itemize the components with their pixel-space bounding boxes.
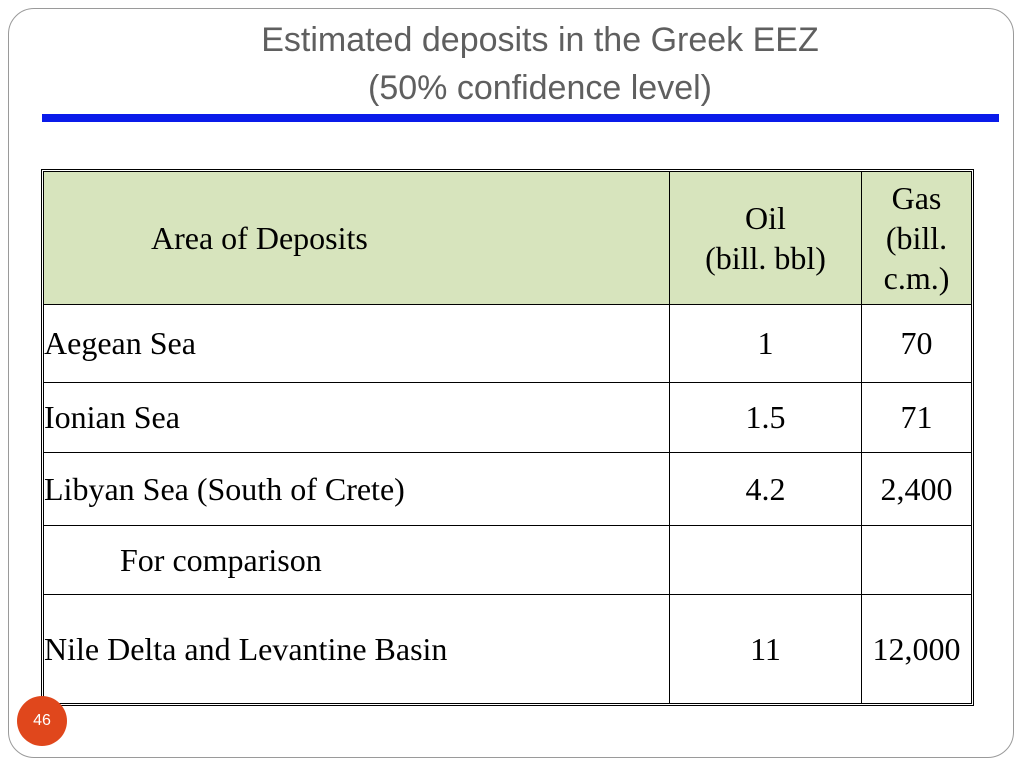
slide-title-line-2: (50% confidence level): [368, 69, 712, 107]
table-header-row: Area of Deposits Oil (bill. bbl) Gas (bi…: [44, 172, 971, 305]
cell-oil: 1: [669, 304, 862, 383]
table-row-libyan-sea: Libyan Sea (South of Crete) 4.2 2,400: [44, 452, 971, 526]
cell-area: Libyan Sea (South of Crete): [44, 452, 670, 526]
cell-area: Nile Delta and Levantine Basin: [44, 594, 670, 703]
cell-oil: [669, 525, 862, 595]
title-underline-rule: [42, 114, 999, 122]
deposits-table-frame: Area of Deposits Oil (bill. bbl) Gas (bi…: [41, 169, 974, 706]
slide-frame: [8, 8, 1014, 758]
header-gas-unit: (bill. c.m.): [883, 220, 950, 296]
cell-oil: 11: [669, 594, 862, 703]
header-area-of-deposits: Area of Deposits: [44, 172, 670, 305]
cell-area: For comparison: [44, 525, 670, 595]
table-row-for-comparison: For comparison: [44, 525, 971, 595]
cell-gas: 2,400: [861, 452, 971, 526]
header-oil-label: Oil: [745, 200, 786, 236]
cell-area: Aegean Sea: [44, 304, 670, 383]
table-row-aegean-sea: Aegean Sea 1 70: [44, 304, 971, 383]
slide-title: Estimated deposits in the Greek EEZ (50%…: [40, 16, 1024, 112]
cell-oil: 1.5: [669, 382, 862, 453]
deposits-table: Area of Deposits Oil (bill. bbl) Gas (bi…: [44, 172, 971, 703]
page-number-badge: 46: [17, 696, 67, 746]
header-oil-unit: (bill. bbl): [705, 240, 826, 276]
cell-area: Ionian Sea: [44, 382, 670, 453]
cell-oil: 4.2: [669, 452, 862, 526]
header-gas-label: Gas: [891, 180, 942, 216]
cell-gas: [861, 525, 971, 595]
table-row-nile-delta: Nile Delta and Levantine Basin 11 12,000: [44, 594, 971, 703]
cell-gas: 12,000: [861, 594, 971, 703]
header-oil: Oil (bill. bbl): [669, 172, 862, 305]
table-row-ionian-sea: Ionian Sea 1.5 71: [44, 382, 971, 453]
slide-title-line-1: Estimated deposits in the Greek EEZ: [261, 21, 819, 59]
cell-gas: 71: [861, 382, 971, 453]
header-gas: Gas (bill. c.m.): [861, 172, 971, 305]
cell-gas: 70: [861, 304, 971, 383]
